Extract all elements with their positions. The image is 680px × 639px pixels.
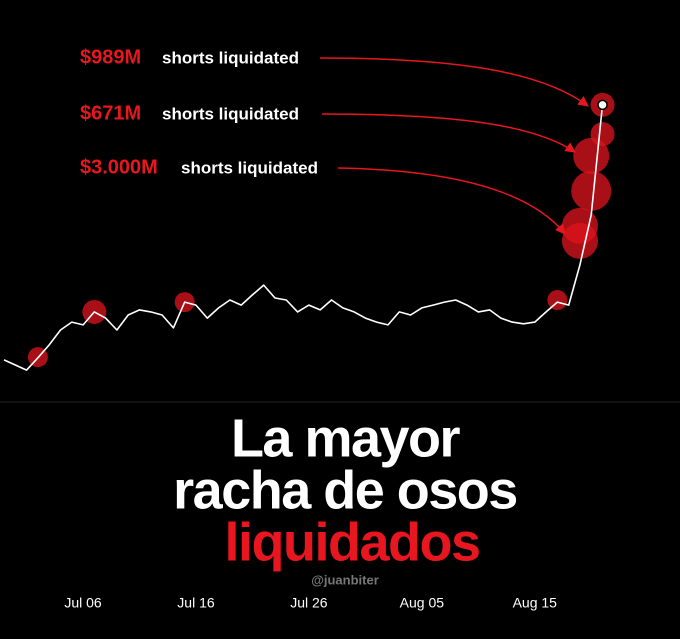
liquidation-bubble [571,170,612,211]
arrow [319,57,589,107]
liquidation-bubble [561,207,598,244]
credit: @juanbiter [311,572,379,587]
end-dot [597,99,608,111]
annotation-text: shorts liquidated [162,104,299,123]
title-line: racha de osos [173,460,517,520]
arrow [321,113,576,153]
liquidation-bubble [547,290,568,311]
x-tick-label: Jul 16 [177,595,215,611]
liquidation-bubble [590,122,615,147]
annotation-amount: $989M [80,46,141,68]
plot [3,92,615,371]
annotation-text: shorts liquidated [162,48,299,67]
x-tick-label: Aug 05 [400,595,445,611]
price-line [3,104,604,371]
arrow [337,167,566,235]
title-line: liquidados [225,512,480,572]
title-line: La mayor [231,408,461,468]
liquidation-bubble [573,137,610,174]
annotation-amount: $671M [80,102,141,124]
annotation-text: shorts liquidated [181,158,318,177]
x-tick-label: Jul 06 [64,595,102,611]
x-tick-label: Jul 26 [290,595,328,611]
x-tick-label: Aug 15 [513,595,558,611]
annotation-amount: $3.000M [80,156,158,178]
